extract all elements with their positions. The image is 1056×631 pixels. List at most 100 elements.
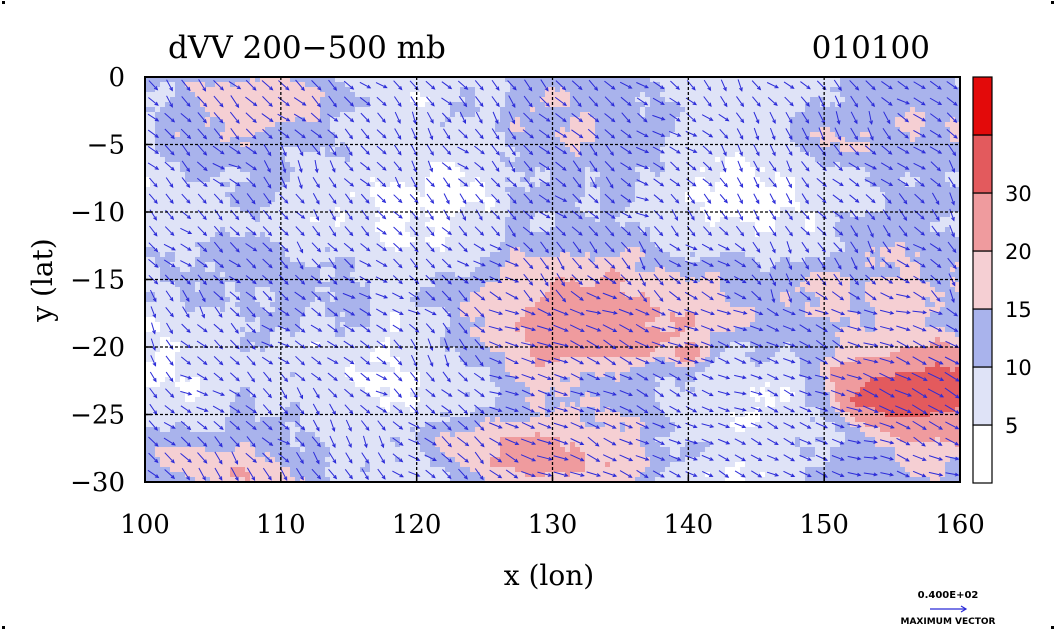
field-cell (875, 77, 881, 83)
field-cell (535, 87, 541, 93)
field-cell (525, 167, 531, 173)
field-cell (515, 217, 521, 223)
field-cell (780, 92, 786, 98)
field-cell (240, 197, 246, 203)
field-cell (930, 122, 936, 128)
field-cell (415, 122, 421, 128)
field-cell (215, 167, 221, 173)
field-cell (730, 112, 736, 118)
field-cell (620, 187, 626, 193)
field-cell (500, 107, 506, 113)
field-cell (710, 192, 716, 198)
field-cell (210, 157, 216, 163)
field-cell (700, 147, 706, 153)
field-cell (175, 107, 181, 113)
field-cell (540, 222, 546, 228)
field-cell (250, 132, 256, 138)
field-cell (485, 87, 491, 93)
field-cell (945, 207, 951, 213)
field-cell (175, 162, 181, 168)
field-cell (760, 172, 766, 178)
field-cell (535, 192, 541, 198)
field-cell (450, 127, 456, 133)
field-cell (180, 172, 186, 178)
field-cell (710, 112, 716, 118)
field-cell (300, 172, 306, 178)
field-cell (695, 137, 701, 143)
field-cell (145, 122, 151, 128)
field-cell (680, 157, 686, 163)
field-cell (600, 177, 606, 183)
field-cell (690, 112, 696, 118)
field-cell (590, 112, 596, 118)
field-cell (845, 167, 851, 173)
field-cell (890, 77, 896, 83)
field-cell (465, 157, 471, 163)
field-cell (765, 207, 771, 213)
field-cell (160, 167, 166, 173)
field-cell (525, 217, 531, 223)
field-cell (330, 207, 336, 213)
field-cell (690, 157, 696, 163)
field-cell (925, 82, 931, 88)
field-cell (930, 132, 936, 138)
field-cell (470, 217, 476, 223)
field-cell (635, 147, 641, 153)
field-cell (165, 207, 171, 213)
field-cell (590, 197, 596, 203)
field-cell (745, 152, 751, 158)
field-cell (145, 112, 151, 118)
field-cell (450, 162, 456, 168)
field-cell (530, 92, 536, 98)
field-cell (775, 177, 781, 183)
field-cell (340, 102, 346, 108)
field-cell (170, 97, 176, 103)
field-cell (180, 132, 186, 138)
field-cell (370, 117, 376, 123)
field-cell (935, 137, 941, 143)
field-cell (630, 152, 636, 158)
field-cell (470, 222, 476, 228)
field-cell (920, 107, 926, 113)
field-cell (190, 182, 196, 188)
field-cell (650, 147, 656, 153)
field-cell (855, 202, 861, 208)
field-cell (275, 157, 281, 163)
field-cell (170, 177, 176, 183)
field-cell (765, 162, 771, 168)
field-cell (895, 112, 901, 118)
field-cell (745, 202, 751, 208)
field-cell (460, 127, 466, 133)
field-cell (715, 82, 721, 88)
field-cell (455, 82, 461, 88)
field-cell (640, 207, 646, 213)
field-cell (775, 122, 781, 128)
field-cell (190, 82, 196, 88)
field-cell (350, 152, 356, 158)
field-cell (815, 102, 821, 108)
field-cell (400, 92, 406, 98)
field-cell (875, 137, 881, 143)
field-cell (835, 197, 841, 203)
field-cell (460, 172, 466, 178)
field-cell (865, 107, 871, 113)
field-cell (490, 207, 496, 213)
field-cell (850, 82, 856, 88)
field-cell (270, 117, 276, 123)
field-cell (225, 152, 231, 158)
field-cell (900, 127, 906, 133)
field-cell (715, 222, 721, 228)
field-cell (305, 172, 311, 178)
field-cell (505, 122, 511, 128)
field-cell (320, 222, 326, 228)
field-cell (285, 162, 291, 168)
field-cell (670, 192, 676, 198)
field-cell (300, 202, 306, 208)
field-cell (655, 172, 661, 178)
field-cell (505, 97, 511, 103)
field-cell (220, 192, 226, 198)
field-cell (820, 82, 826, 88)
field-cell (930, 152, 936, 158)
field-cell (160, 182, 166, 188)
field-cell (145, 82, 151, 88)
